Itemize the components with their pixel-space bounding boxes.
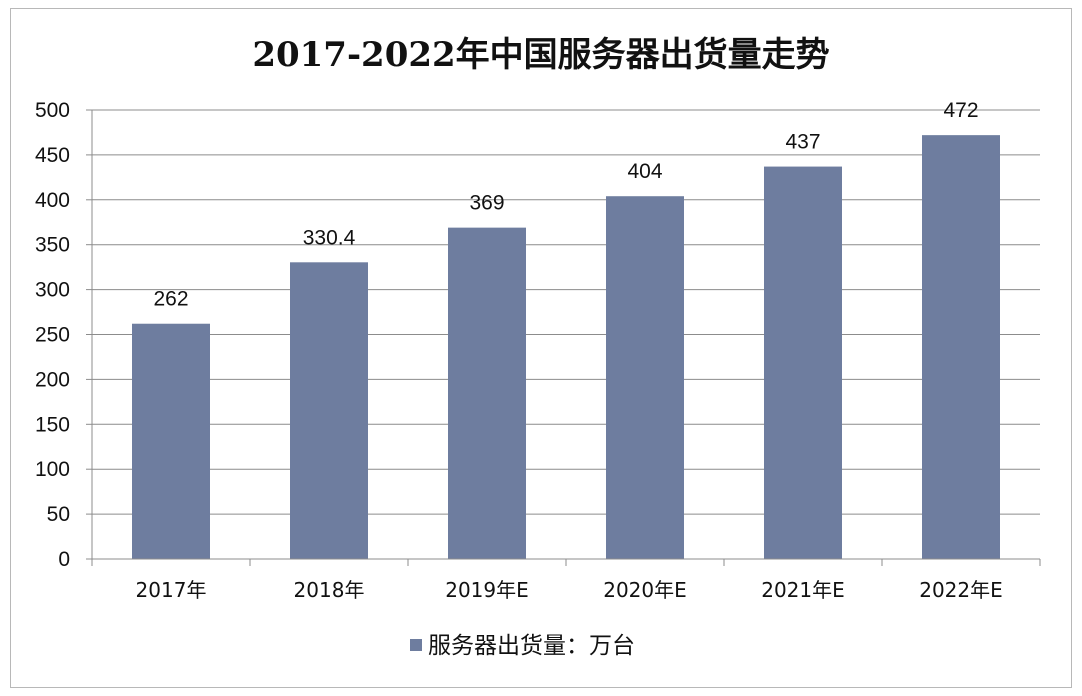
x-tick-label: 2022年E: [919, 578, 1003, 602]
bar: [606, 196, 684, 559]
bars: [132, 135, 1000, 560]
y-tick-label: 100: [35, 458, 70, 481]
y-tick-label: 250: [35, 324, 70, 347]
y-tick-label: 450: [35, 144, 70, 167]
data-label: 330.4: [303, 226, 356, 249]
bar: [290, 262, 368, 559]
bar: [132, 323, 210, 559]
y-tick-label: 300: [35, 279, 70, 302]
chart-title: 2017-2022年中国服务器出货量走势: [252, 35, 829, 75]
y-tick-label: 150: [35, 413, 70, 436]
x-tick-label: 2019年E: [445, 578, 529, 602]
gridlines: [92, 109, 1040, 515]
data-labels: 262 330.4 369 404 437 472: [153, 99, 978, 311]
y-tick-label: 200: [35, 368, 70, 391]
y-tick-label: 400: [35, 189, 70, 212]
y-tick-label: 50: [47, 503, 70, 526]
x-axis: 2017年 2018年 2019年E 2020年E 2021年E 2022年E: [91, 110, 1041, 602]
data-label: 262: [153, 288, 188, 311]
y-tick-label: 500: [35, 99, 70, 122]
y-axis-ticks: 0 50 100 150 200 250 300 350 400 450 500: [35, 99, 92, 571]
legend-swatch: [410, 639, 422, 651]
x-tick-label: 2020年E: [603, 578, 687, 602]
legend: 服务器出货量：万台: [410, 633, 635, 659]
y-tick-label: 350: [35, 234, 70, 257]
x-tick-label: 2018年: [294, 578, 365, 602]
y-tick-label: 0: [58, 548, 70, 571]
x-tick-label: 2021年E: [761, 578, 845, 602]
bar: [764, 166, 842, 559]
data-label: 404: [627, 160, 662, 183]
data-label: 437: [785, 131, 820, 154]
x-tick-label: 2017年: [136, 578, 207, 602]
data-label: 472: [943, 99, 978, 122]
legend-label: 服务器出货量：万台: [428, 633, 635, 659]
data-label: 369: [469, 192, 504, 215]
bar: [448, 227, 526, 559]
bar: [922, 135, 1000, 560]
